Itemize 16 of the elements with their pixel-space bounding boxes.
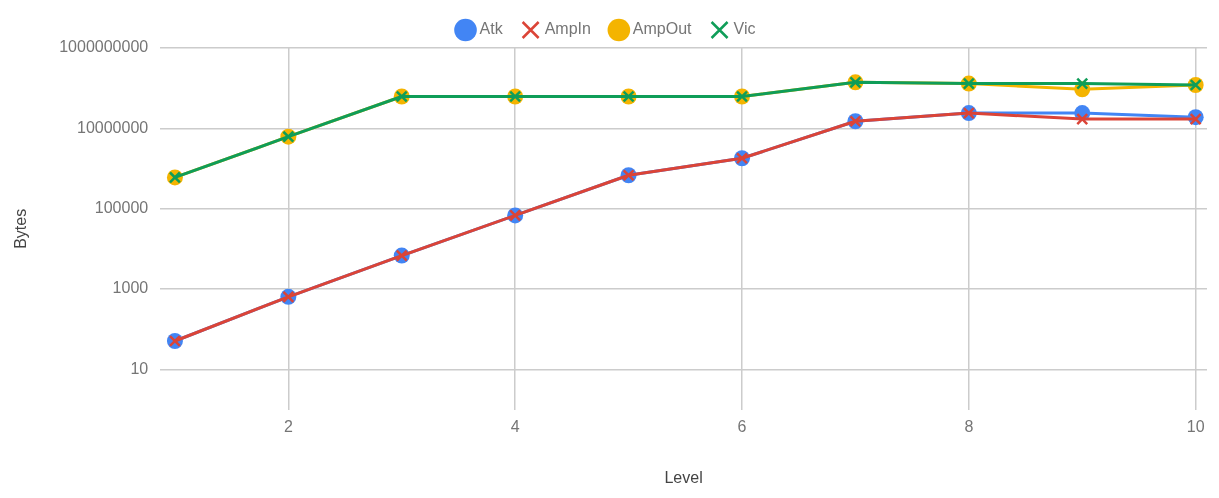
legend-label: AmpIn (544, 20, 591, 38)
y-tick-label: 100000 (94, 199, 149, 217)
x-tick-label: 6 (737, 417, 747, 435)
x-tick-label: 8 (964, 417, 974, 435)
x-tick-label: 4 (510, 417, 520, 435)
x-axis-title: Level (664, 468, 703, 486)
legend-label: AmpOut (632, 20, 693, 38)
x-tick-label: 10 (1186, 417, 1205, 435)
y-tick-label: 10 (130, 359, 149, 377)
legend-label: Atk (479, 20, 504, 38)
y-tick-label: 1000 (112, 279, 149, 297)
x-tick-label: 2 (283, 417, 293, 435)
y-tick-label: 1000000000 (59, 38, 149, 56)
legend-label: Vic (733, 20, 756, 38)
y-axis-title: Bytes (12, 208, 30, 249)
y-tick-label: 10000000 (77, 118, 149, 136)
